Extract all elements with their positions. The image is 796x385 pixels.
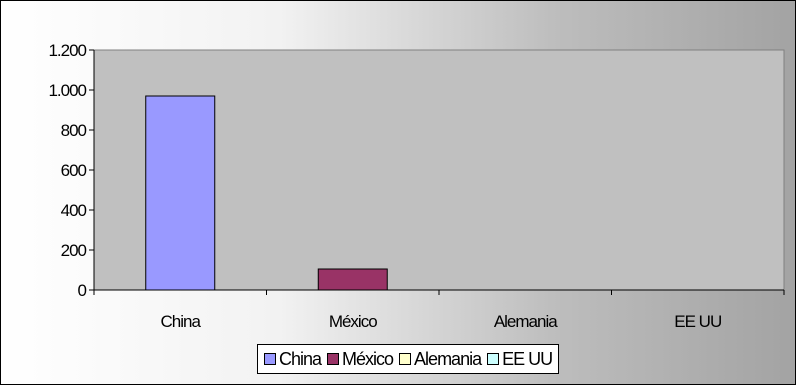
legend-swatch-china — [264, 353, 276, 365]
y-tick-label: 1.200 — [48, 41, 86, 60]
legend-label-china: China — [279, 348, 322, 369]
y-tick-label: 800 — [61, 121, 87, 140]
legend-swatch-mexico — [327, 353, 340, 365]
legend-item-alemania: Alemania — [399, 348, 482, 370]
legend-label-ee-uu: EE UU — [502, 348, 553, 369]
legend-swatch-ee-uu — [487, 353, 500, 365]
legend-label-mexico: México — [342, 348, 394, 369]
x-tick-label-mexico: México — [329, 312, 377, 331]
y-axis: 0 200 400 600 800 1.000 1.200 — [48, 41, 95, 300]
legend-item-china: China — [264, 348, 322, 370]
legend-swatch-alemania — [399, 353, 412, 365]
x-tick-label-alemania: Alemania — [494, 312, 558, 331]
bar-china — [145, 95, 216, 291]
bars — [145, 95, 388, 291]
x-axis: China México Alemania EE UU — [93, 289, 785, 331]
y-tick-label: 0 — [78, 281, 87, 300]
bar-mexico — [317, 268, 388, 291]
legend: China México Alemania EE UU — [257, 344, 560, 374]
legend-item-mexico: México — [327, 348, 394, 370]
y-tick-label: 200 — [61, 241, 87, 260]
y-tick-label: 1.000 — [48, 81, 86, 100]
x-tick-label-china: China — [161, 312, 202, 331]
legend-label-alemania: Alemania — [414, 348, 482, 369]
y-tick-label: 600 — [61, 161, 87, 180]
y-tick-label: 400 — [61, 201, 87, 220]
legend-item-ee-uu: EE UU — [487, 348, 553, 370]
x-tick-label-ee-uu: EE UU — [674, 312, 721, 331]
